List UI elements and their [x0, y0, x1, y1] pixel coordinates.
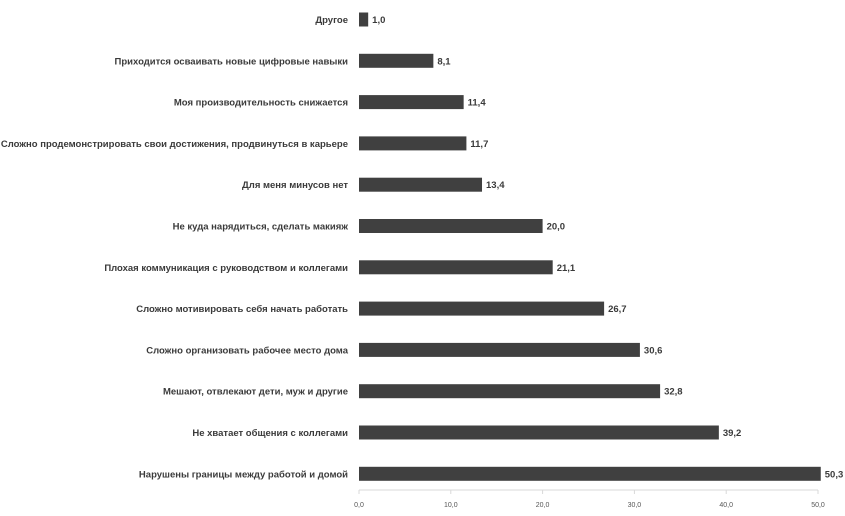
category-label: Сложно организовать рабочее место дома: [146, 345, 348, 356]
value-label: 21,1: [557, 263, 576, 274]
value-label: 11,7: [470, 139, 488, 150]
bar: [359, 425, 719, 440]
category-label: Сложно мотивировать себя начать работать: [136, 304, 348, 315]
value-label: 8,1: [437, 56, 451, 67]
bar: [359, 466, 821, 481]
category-label: Не куда нарядиться, сделать макияж: [173, 222, 349, 233]
x-tick-label: 20,0: [536, 502, 550, 509]
bar: [359, 136, 467, 151]
category-label: Приходится осваивать новые цифровые навы…: [115, 56, 349, 67]
category-label: Другое: [315, 15, 348, 26]
bar: [359, 177, 483, 192]
bar: [359, 260, 553, 275]
bar: [359, 95, 464, 110]
category-label: Сложно продемонстрировать свои достижени…: [1, 139, 348, 150]
bar: [359, 384, 661, 399]
category-label: Для меня минусов нет: [242, 180, 348, 191]
bar: [359, 53, 434, 68]
value-label: 26,7: [608, 304, 627, 315]
bar: [359, 12, 369, 27]
x-tick-label: 30,0: [628, 502, 642, 509]
x-tick-label: 50,0: [811, 502, 825, 509]
value-label: 50,3: [825, 469, 844, 480]
value-label: 30,6: [644, 345, 663, 356]
category-label: Нарушены границы между работой и домой: [139, 469, 348, 480]
x-tick-label: 40,0: [719, 502, 733, 509]
axis-layer: 0,0 10,0 20,0 30,0 40,0 50,0: [354, 489, 825, 509]
bar: [359, 342, 640, 357]
value-label: 39,2: [723, 428, 742, 439]
category-label: Плохая коммуникация с руководством и кол…: [104, 263, 348, 274]
category-label: Мешают, отвлекают дети, муж и другие: [163, 387, 348, 398]
category-label: Моя производительность снижается: [174, 98, 348, 109]
value-label: 13,4: [486, 180, 505, 191]
bars-layer: Другое 1,0 Приходится осваивать новые цифр…: [1, 12, 844, 481]
x-tick-label: 10,0: [444, 502, 458, 509]
bar: [359, 301, 605, 316]
value-label: 1,0: [372, 15, 385, 26]
bar: [359, 219, 543, 233]
value-label: 20,0: [547, 222, 566, 233]
x-tick-label: 0,0: [354, 502, 364, 509]
category-label: Не хватает общения с коллегами: [192, 428, 348, 439]
value-label: 11,4: [468, 98, 487, 109]
value-label: 32,8: [664, 387, 683, 398]
